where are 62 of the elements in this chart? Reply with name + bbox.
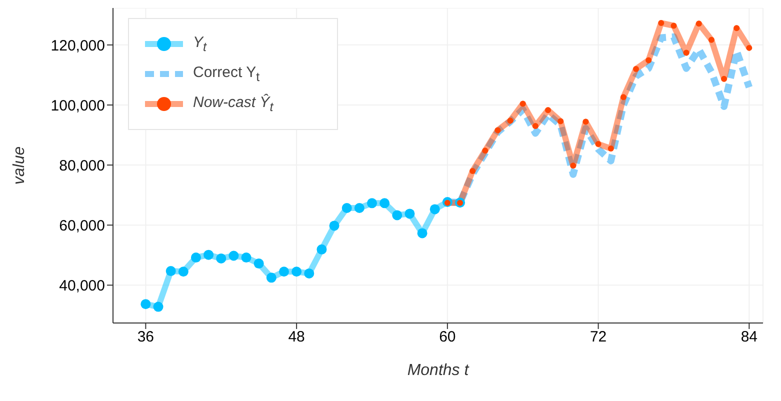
- x-tick-label: 60: [439, 328, 456, 346]
- point: [404, 208, 415, 219]
- legend-label: Y$_{t}$: [193, 34, 206, 54]
- point: [380, 198, 390, 208]
- point: [620, 94, 626, 100]
- point: [278, 266, 289, 277]
- point: [204, 250, 214, 260]
- legend-label: Now-cast Ŷ$_{t}$: [193, 94, 274, 114]
- point: [166, 266, 176, 276]
- y-tick-label: 40,000: [59, 277, 105, 294]
- point: [721, 76, 728, 82]
- point: [570, 162, 576, 169]
- x-tick-label: 84: [740, 328, 758, 346]
- point: [545, 107, 552, 114]
- point: [304, 268, 314, 278]
- point: [140, 299, 151, 310]
- point: [153, 302, 164, 312]
- point: [178, 266, 188, 277]
- point: [392, 210, 402, 220]
- point: [633, 66, 640, 72]
- point: [266, 272, 276, 283]
- point: [329, 220, 340, 231]
- point: [316, 244, 327, 254]
- point: [241, 252, 252, 263]
- legend-label: Correct Y$_{t}$: [193, 64, 260, 84]
- point: [532, 123, 538, 130]
- y-tick-label: 60,000: [59, 217, 105, 234]
- point: [507, 118, 514, 124]
- point: [292, 266, 302, 277]
- point: [708, 36, 714, 43]
- x-tick-label: 36: [137, 328, 154, 346]
- y-tick-label: 80,000: [59, 157, 105, 174]
- point: [254, 258, 264, 269]
- y-tick-label: 120,000: [50, 37, 105, 54]
- point: [342, 202, 352, 213]
- point: [696, 20, 702, 27]
- x-tick-label: 48: [288, 328, 305, 346]
- point: [582, 118, 589, 125]
- point: [658, 20, 664, 26]
- point: [595, 141, 602, 148]
- point: [646, 57, 652, 64]
- point: [366, 198, 377, 208]
- point: [430, 204, 440, 214]
- y-tick-label: 100,000: [50, 97, 105, 114]
- x-tick-label: 72: [590, 328, 607, 346]
- point: [670, 22, 677, 29]
- point: [494, 127, 501, 134]
- point: [470, 168, 476, 174]
- point: [608, 146, 614, 152]
- point: [482, 148, 488, 154]
- point: [228, 250, 239, 261]
- point: [520, 100, 526, 107]
- point: [558, 118, 564, 124]
- point: [683, 50, 690, 56]
- x-axis-title: Months t: [407, 362, 470, 379]
- point: [417, 228, 428, 238]
- point: [734, 25, 740, 32]
- point: [354, 202, 364, 213]
- point: [746, 44, 752, 51]
- point: [190, 252, 201, 263]
- point: [216, 253, 226, 264]
- y-axis-title: value: [11, 146, 28, 185]
